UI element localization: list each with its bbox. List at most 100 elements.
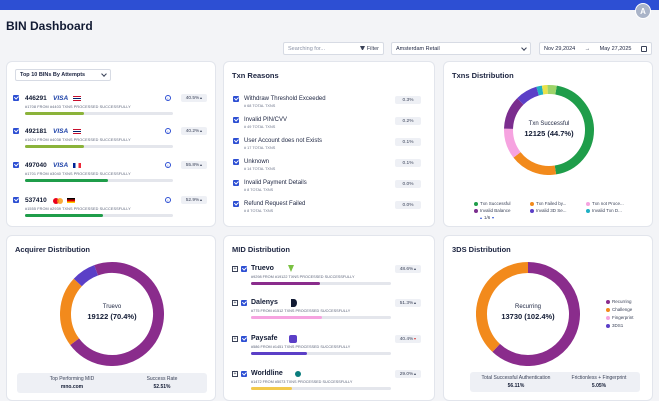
mid-percent: 40.4% bbox=[399, 336, 414, 342]
donut-segment[interactable] bbox=[536, 85, 544, 96]
reason-checkbox[interactable] bbox=[233, 180, 239, 186]
legend-item[interactable]: 3DS1 bbox=[606, 323, 623, 328]
reason-row[interactable]: Withdraw Threshold Exceeded # 68 TOTAL TX… bbox=[232, 96, 432, 114]
legend-item[interactable]: Recurring bbox=[606, 299, 632, 304]
visa-logo: VISA bbox=[53, 162, 69, 169]
mid-percent: 29.0% bbox=[399, 371, 414, 377]
reason-row[interactable]: User Account does not Exists # 17 TOTAL T… bbox=[232, 138, 432, 156]
mid-progress-fill bbox=[251, 282, 320, 285]
legend-dot bbox=[606, 307, 610, 312]
reason-count: # 14 TOTAL TXNS bbox=[244, 167, 276, 171]
bin-row[interactable]: 497040 VISA i 55.8% #1701 FROM #3040 TXNS PR… bbox=[13, 161, 209, 198]
mid-percent: 48.6% bbox=[399, 266, 414, 272]
reason-checkbox[interactable] bbox=[233, 117, 239, 123]
calendar-icon bbox=[640, 45, 647, 52]
reason-count: # 49 TOTAL TXNS bbox=[244, 125, 276, 129]
reason-row[interactable]: Unknown # 14 TOTAL TXNS 0.1% bbox=[232, 159, 432, 177]
donut-segment[interactable] bbox=[504, 128, 521, 158]
date-range-picker[interactable]: Nov 29,2024 → May 27,2025 bbox=[539, 42, 652, 55]
user-avatar[interactable]: A bbox=[635, 3, 651, 19]
legend-label: Fingerprint bbox=[612, 315, 634, 320]
info-icon[interactable]: i bbox=[165, 95, 171, 101]
bin-row[interactable]: 537410 i 52.9% #1555 FROM #2939 TXNS PROCES… bbox=[13, 196, 209, 233]
mid-distribution-card: MID Distribution + Truevo 48.6% #9298 FROM … bbox=[223, 235, 435, 401]
mid-row[interactable]: + Truevo 48.6% #9298 FROM #19122 TXNS PROCE… bbox=[232, 265, 432, 302]
search-input[interactable]: Searching for... Filter bbox=[283, 42, 384, 55]
legend-dot bbox=[606, 315, 610, 320]
reason-row[interactable]: Invalid PIN/CVV # 49 TOTAL TXNS 0.2% bbox=[232, 117, 432, 135]
donut-segment[interactable] bbox=[73, 265, 99, 287]
mid-progress-track bbox=[251, 352, 391, 355]
acquirer-title: Acquirer Distribution bbox=[15, 245, 91, 254]
visa-logo: VISA bbox=[53, 95, 69, 102]
txn-reasons-title: Txn Reasons bbox=[232, 71, 279, 80]
bin-checkbox[interactable] bbox=[13, 197, 19, 203]
reason-checkbox[interactable] bbox=[233, 138, 239, 144]
acquirer-center-value: 19122 (70.4%) bbox=[87, 312, 137, 321]
legend-label: Txn Failed by... bbox=[536, 201, 567, 206]
legend-item[interactable]: Txn Failed by... bbox=[530, 201, 566, 206]
info-icon[interactable]: i bbox=[165, 128, 171, 134]
donut-segment[interactable] bbox=[476, 262, 529, 352]
page-title: BIN Dashboard bbox=[6, 19, 93, 33]
legend-dot bbox=[586, 208, 590, 213]
mid-percent-badge: 40.4% bbox=[395, 335, 421, 343]
donut-segment[interactable] bbox=[547, 85, 557, 95]
legend-item[interactable]: Invalid 3D Se... bbox=[530, 208, 567, 213]
pager-next-icon[interactable] bbox=[492, 216, 495, 219]
legend-item[interactable]: Invalid Txn D... bbox=[586, 208, 622, 213]
pager-prev-icon[interactable] bbox=[480, 216, 482, 219]
bin-row[interactable]: 492181 VISA i 40.2% #1624 FROM #4038 TXNS PR… bbox=[13, 127, 209, 164]
legend-item[interactable]: Fingerprint bbox=[606, 315, 634, 320]
expand-icon[interactable]: + bbox=[232, 300, 238, 306]
mid-checkbox[interactable] bbox=[241, 300, 247, 306]
merchant-value: Amsterdam Retail bbox=[396, 45, 440, 52]
info-icon[interactable]: i bbox=[165, 197, 171, 203]
mid-checkbox[interactable] bbox=[241, 336, 247, 342]
mid-name: Paysafe bbox=[251, 335, 278, 342]
legend-dot bbox=[474, 208, 478, 213]
expand-icon[interactable]: + bbox=[232, 336, 238, 342]
bin-checkbox[interactable] bbox=[13, 128, 19, 134]
legend-item[interactable]: Txn not Proce... bbox=[586, 201, 624, 206]
bin-checkbox[interactable] bbox=[13, 162, 19, 168]
reason-row[interactable]: Invalid Payment Details # 8 TOTAL TXNS 0.0… bbox=[232, 180, 432, 198]
trend-down-icon bbox=[414, 338, 417, 340]
trend-up-icon bbox=[414, 302, 417, 304]
reason-checkbox[interactable] bbox=[233, 96, 239, 102]
mid-checkbox[interactable] bbox=[241, 266, 247, 272]
reason-percent: 0.2% bbox=[395, 117, 421, 125]
legend-item[interactable]: Txn Successful bbox=[474, 201, 511, 206]
donut-segment[interactable] bbox=[554, 85, 594, 175]
donut-segment[interactable] bbox=[492, 262, 580, 366]
txns-distribution-card: Txns Distribution Txn Successful 12125 (… bbox=[443, 61, 653, 227]
mid-checkbox[interactable] bbox=[241, 371, 247, 377]
mid-row[interactable]: + Worldline 29.0% #1472 FROM #5073 TXNS PRO… bbox=[232, 370, 432, 401]
acquirer-donut-center: Truevo 19122 (70.4%) bbox=[62, 304, 162, 321]
mid-row[interactable]: + Paysafe 40.4% #586 FROM #1451 TXNS PROCES… bbox=[232, 335, 432, 372]
donut-segment[interactable] bbox=[517, 86, 540, 105]
info-icon[interactable]: i bbox=[165, 162, 171, 168]
legend-pager[interactable]: 1/6 bbox=[480, 215, 495, 220]
reason-percent: 0.0% bbox=[395, 201, 421, 209]
bin-row[interactable]: 446291 VISA i 40.5% #1708 FROM #4403 TXNS PR… bbox=[13, 94, 209, 131]
reason-label: Withdraw Threshold Exceeded bbox=[244, 96, 326, 102]
txn-reasons-card: Txn Reasons Withdraw Threshold Exceeded #… bbox=[223, 61, 435, 227]
donut-segment[interactable] bbox=[513, 151, 557, 175]
legend-item[interactable]: Challenge bbox=[606, 307, 632, 312]
bin-checkbox[interactable] bbox=[13, 95, 19, 101]
reason-checkbox[interactable] bbox=[233, 159, 239, 165]
legend-item[interactable]: Invalid Balance bbox=[474, 208, 511, 213]
top-bins-select[interactable]: Top 10 BINs By Attempts bbox=[15, 69, 111, 81]
donut-segment[interactable] bbox=[60, 278, 83, 345]
reason-checkbox[interactable] bbox=[233, 201, 239, 207]
reason-row[interactable]: Refund Request Failed # 8 TOTAL TXNS 0.0% bbox=[232, 201, 432, 219]
reason-label: User Account does not Exists bbox=[244, 138, 323, 144]
donut-segment[interactable] bbox=[70, 262, 164, 366]
merchant-select[interactable]: Amsterdam Retail bbox=[391, 42, 531, 55]
mid-row[interactable]: + Dalenys 51.3% #775 FROM #1512 TXNS PROCES… bbox=[232, 299, 432, 336]
expand-icon[interactable]: + bbox=[232, 371, 238, 377]
expand-icon[interactable]: + bbox=[232, 266, 238, 272]
filter-button[interactable]: Filter bbox=[359, 46, 379, 52]
donut-segment[interactable] bbox=[504, 98, 524, 130]
